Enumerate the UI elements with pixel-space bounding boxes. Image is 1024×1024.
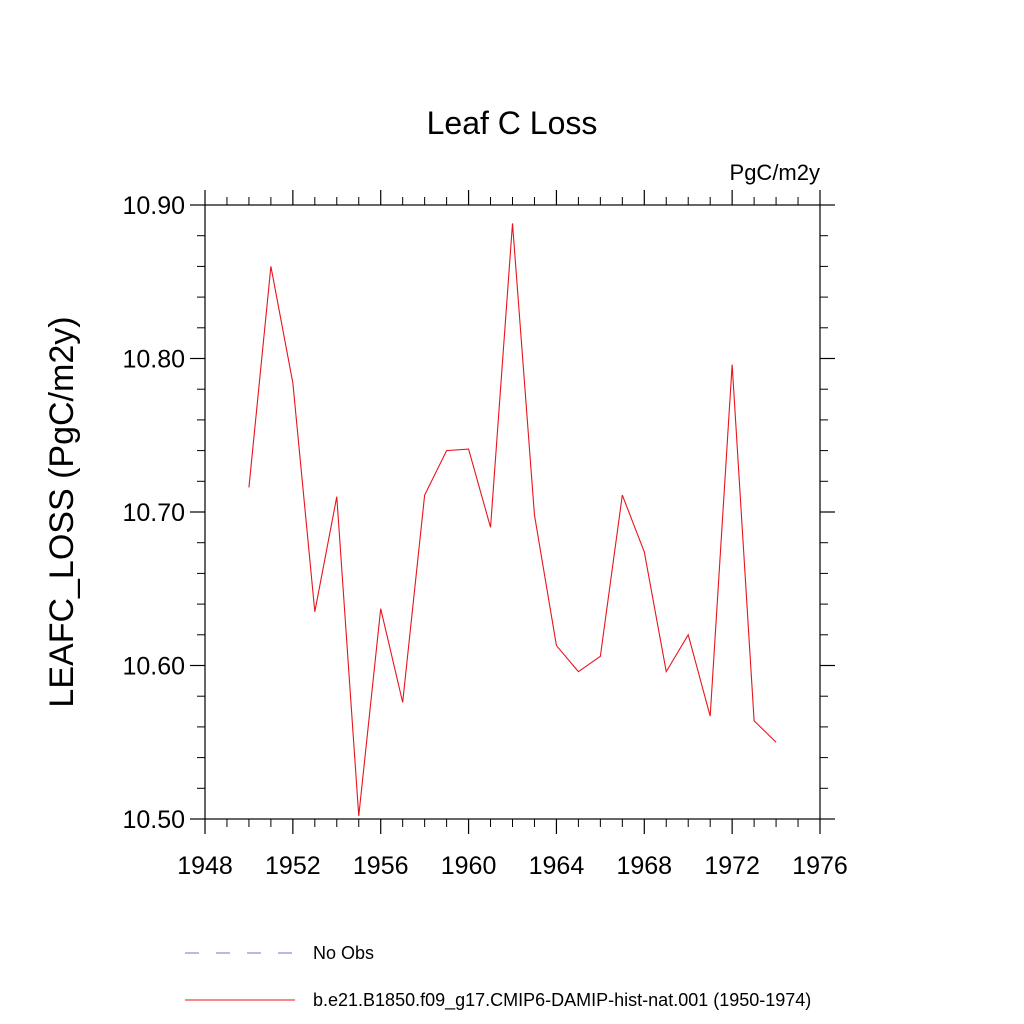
y-tick-label: 10.70 bbox=[122, 499, 185, 527]
units-label: PgC/m2y bbox=[730, 160, 820, 185]
x-tick-label: 1960 bbox=[441, 852, 497, 880]
legend-label-2: b.e21.B1850.f09_g17.CMIP6-DAMIP-hist-nat… bbox=[313, 990, 811, 1011]
x-tick-label: 1976 bbox=[792, 852, 848, 880]
y-tick-label: 10.80 bbox=[122, 346, 185, 374]
legend-label-1: No Obs bbox=[313, 943, 374, 963]
x-tick-label: 1952 bbox=[265, 852, 321, 880]
plot-frame bbox=[204, 204, 821, 820]
axis-ticks bbox=[190, 190, 835, 834]
y-tick-label: 10.50 bbox=[122, 806, 185, 834]
series-group bbox=[248, 223, 777, 816]
legend: No Obs b.e21.B1850.f09_g17.CMIP6-DAMIP-hi… bbox=[185, 943, 811, 1011]
x-tick-label: 1972 bbox=[704, 852, 760, 880]
x-tick-label: 1964 bbox=[529, 852, 585, 880]
chart-title: Leaf C Loss bbox=[427, 105, 598, 141]
x-tick-label: 1956 bbox=[353, 852, 409, 880]
x-tick-label: 1948 bbox=[177, 852, 233, 880]
y-tick-label: 10.90 bbox=[122, 192, 185, 220]
axis-tick-labels: 1948 1952 1956 1960 1964 1968 1972 1976 10.50 10.… bbox=[122, 192, 847, 880]
series-line bbox=[248, 223, 777, 816]
y-axis-label: LEAFC_LOSS (PgC/m2y) bbox=[43, 316, 81, 707]
y-tick-label: 10.60 bbox=[122, 653, 185, 681]
x-tick-label: 1968 bbox=[616, 852, 672, 880]
